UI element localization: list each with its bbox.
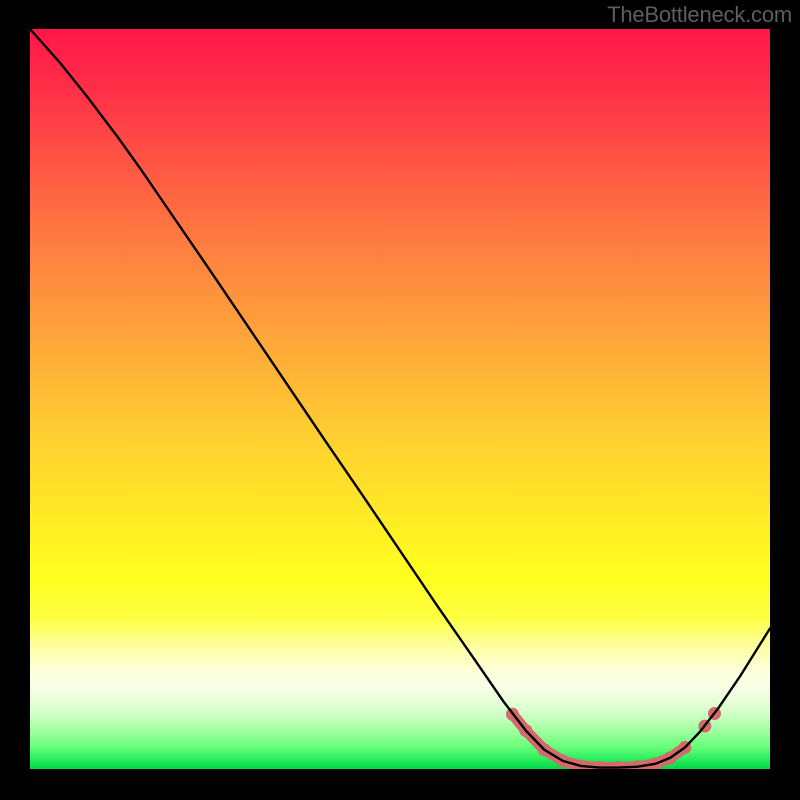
chart-svg <box>0 0 800 800</box>
watermark-text: TheBottleneck.com <box>607 2 792 28</box>
bottleneck-chart-container: TheBottleneck.com <box>0 0 800 800</box>
plot-area-gradient <box>30 29 770 769</box>
